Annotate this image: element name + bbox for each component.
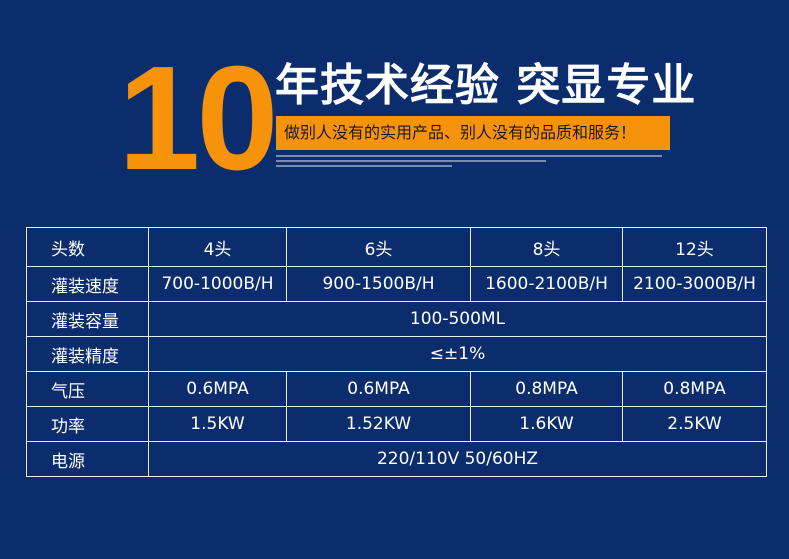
- decorative-fine-text: [276, 165, 452, 167]
- table-row-power-supply: 电源 220/110V 50/60HZ: [26, 441, 767, 477]
- table-row-heads: 头数 4头 6头 8头 12头: [26, 227, 767, 267]
- cell: 1600-2100B/H: [470, 266, 623, 302]
- cell: 900-1500B/H: [286, 266, 471, 302]
- cell: 0.8MPA: [470, 371, 623, 407]
- row-label: 灌装精度: [26, 336, 149, 372]
- row-label: 气压: [26, 371, 149, 407]
- decorative-fine-text: [276, 155, 662, 157]
- cell: 12头: [622, 227, 767, 267]
- table-row-capacity: 灌装容量 100-500ML: [26, 301, 767, 337]
- cell: 1.6KW: [470, 406, 623, 442]
- merged-cell: ≤±1%: [148, 336, 767, 372]
- row-label: 灌装容量: [26, 301, 149, 337]
- cell: 6头: [286, 227, 471, 267]
- table-row-accuracy: 灌装精度 ≤±1%: [26, 336, 767, 372]
- ten-years-number: 10: [118, 36, 279, 201]
- row-label: 功率: [26, 406, 149, 442]
- cell: 2.5KW: [622, 406, 767, 442]
- cell: 1.5KW: [148, 406, 287, 442]
- cell: 0.6MPA: [286, 371, 471, 407]
- cell: 1.52KW: [286, 406, 471, 442]
- slogan-banner: 做别人没有的实用产品、别人没有的品质和服务！: [276, 116, 670, 150]
- cell: 0.8MPA: [622, 371, 767, 407]
- merged-cell: 220/110V 50/60HZ: [148, 441, 767, 477]
- table-row-power: 功率 1.5KW 1.52KW 1.6KW 2.5KW: [26, 406, 767, 442]
- row-label: 电源: [26, 441, 149, 477]
- cell: 4头: [148, 227, 287, 267]
- cell: 2100-3000B/H: [622, 266, 767, 302]
- cell: 8头: [470, 227, 623, 267]
- row-label: 灌装速度: [26, 266, 149, 302]
- headline: 年技术经验 突显专业: [275, 60, 697, 111]
- row-label: 头数: [26, 227, 149, 267]
- decorative-fine-text: [276, 160, 546, 162]
- table-row-air-pressure: 气压 0.6MPA 0.6MPA 0.8MPA 0.8MPA: [26, 371, 767, 407]
- spec-table: 头数 4头 6头 8头 12头 灌装速度 700-1000B/H 900-150…: [26, 227, 767, 477]
- cell: 700-1000B/H: [148, 266, 287, 302]
- merged-cell: 100-500ML: [148, 301, 767, 337]
- table-row-speed: 灌装速度 700-1000B/H 900-1500B/H 1600-2100B/…: [26, 266, 767, 302]
- cell: 0.6MPA: [148, 371, 287, 407]
